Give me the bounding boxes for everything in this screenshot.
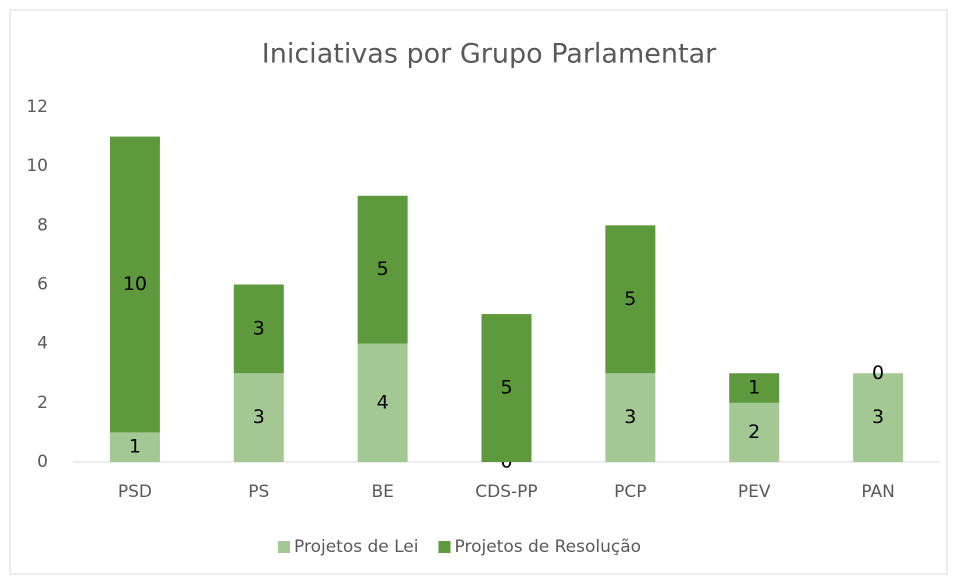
bar-segment: [357, 343, 408, 462]
data-label: 4: [377, 391, 389, 413]
data-label: 3: [872, 406, 884, 428]
legend-label: Projetos de Resolução: [455, 537, 642, 557]
legend-swatch: [438, 541, 451, 553]
legend-swatch: [278, 541, 290, 553]
data-label: 1: [129, 436, 141, 458]
bar-segment: [109, 136, 160, 433]
bar-segment: [729, 373, 780, 403]
data-label: 2: [748, 421, 760, 443]
data-label: 5: [500, 377, 512, 399]
bar-segment: [233, 284, 284, 374]
x-tick-label: PAN: [861, 482, 895, 502]
x-tick-label: PCP: [614, 482, 646, 502]
x-tick-label: BE: [371, 482, 393, 502]
x-tick-label: PEV: [738, 482, 771, 502]
y-tick-label: 4: [37, 334, 48, 354]
y-tick-label: 0: [37, 452, 48, 472]
data-label: 1: [748, 377, 760, 399]
data-label: 5: [377, 258, 389, 280]
bar-segment: [233, 373, 284, 462]
x-tick-label: PSD: [118, 482, 152, 502]
y-tick-label: 8: [37, 215, 48, 235]
data-label: 0: [872, 362, 884, 384]
data-label: 3: [624, 406, 636, 428]
data-label: 3: [253, 406, 265, 428]
bar-segment: [853, 373, 904, 462]
x-tick-label: PS: [248, 482, 269, 502]
bar-segment: [605, 225, 656, 374]
data-label: 5: [624, 288, 636, 310]
bar-segment: [109, 432, 160, 462]
legend-label: Projetos de Lei: [294, 537, 419, 557]
y-tick-label: 10: [26, 156, 48, 176]
y-tick-label: 6: [37, 275, 48, 295]
y-tick-label: 12: [26, 97, 48, 117]
data-label: 10: [123, 273, 147, 295]
bar-segment: [729, 402, 780, 462]
chart-border: [9, 9, 948, 575]
bar-segment: [481, 314, 532, 462]
bar-segment: [605, 373, 656, 462]
chart-title: Iniciativas por Grupo Parlamentar: [262, 39, 717, 70]
y-tick-label: 2: [37, 393, 48, 413]
data-label: 3: [253, 317, 265, 339]
x-tick-label: CDS-PP: [475, 482, 537, 502]
bar-segment: [357, 195, 408, 344]
